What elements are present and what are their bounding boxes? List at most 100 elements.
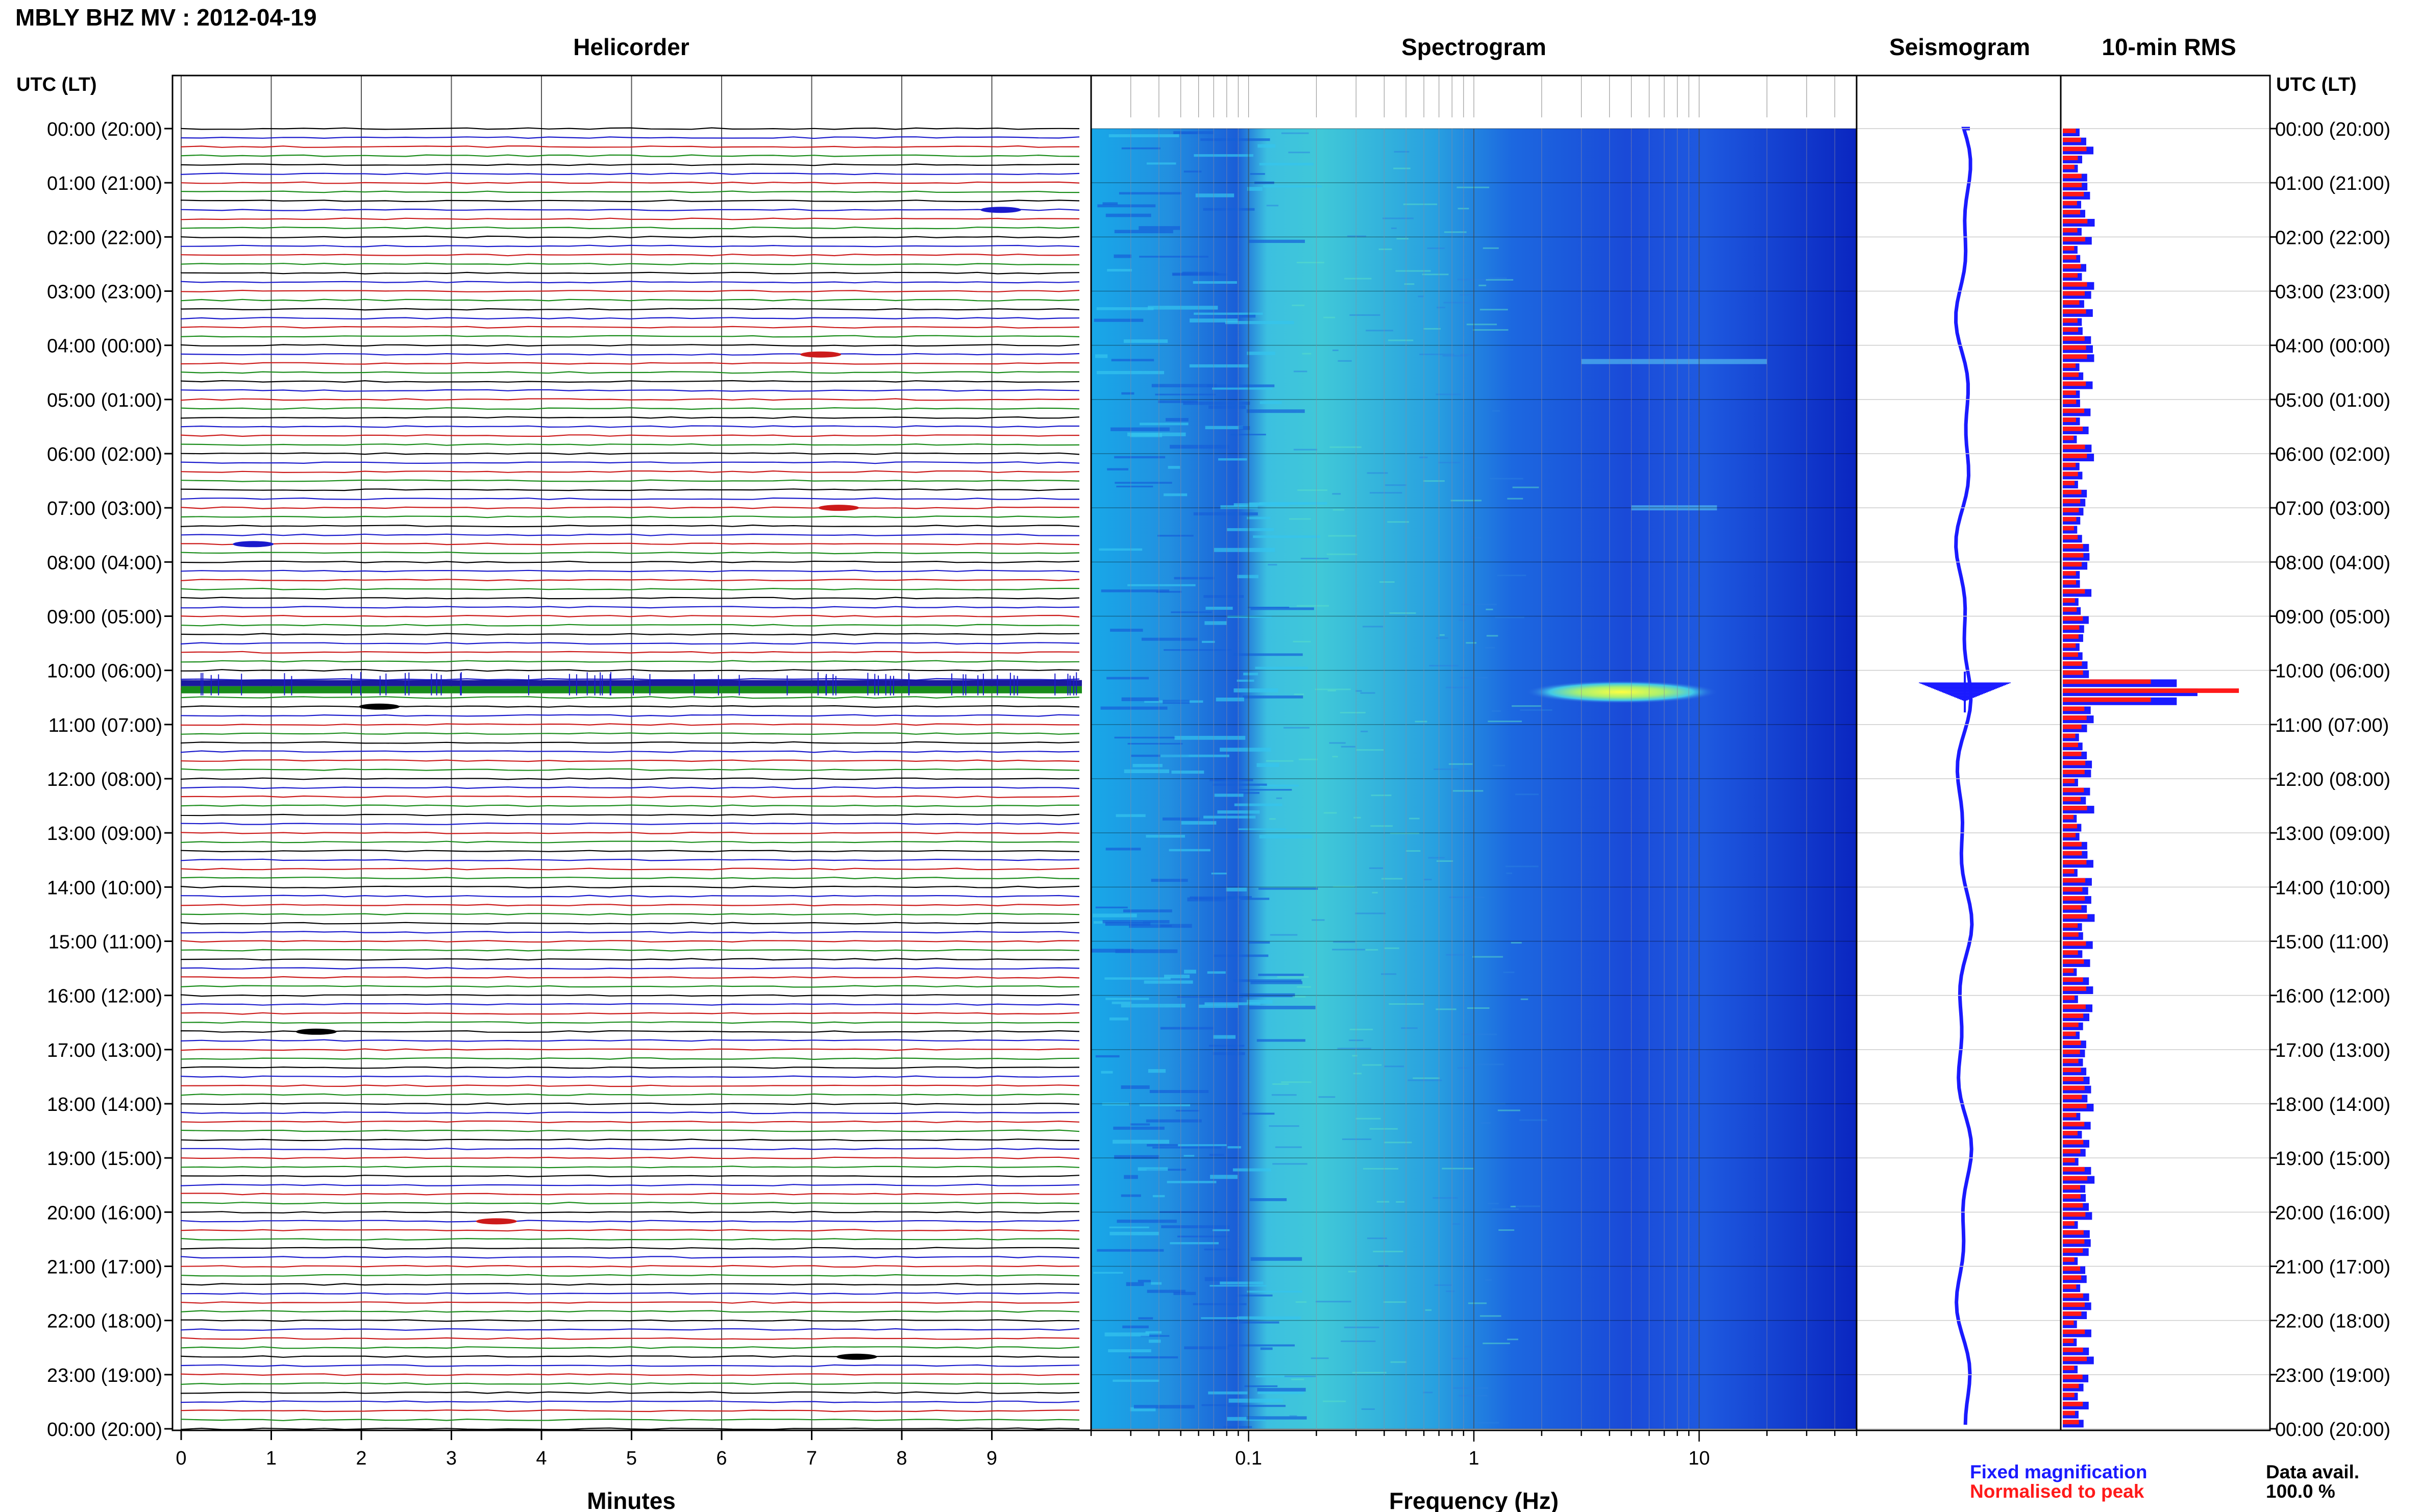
spectrogram-texture [1293, 370, 1307, 373]
spectrogram-texture [1256, 763, 1279, 767]
spectrogram-texture [1422, 274, 1449, 276]
helicorder-trace [180, 289, 1080, 292]
rms-bar-normalised [2063, 607, 2077, 612]
rms-bar-normalised [2063, 779, 2075, 783]
spectrogram-texture [1479, 309, 1508, 311]
spectrogram-texture [1195, 193, 1235, 197]
spectrogram-texture [1160, 754, 1229, 757]
spectrogram-texture [1384, 947, 1399, 949]
helicorder-trace [180, 1129, 1080, 1132]
rms-bar-normalised [2063, 977, 2083, 982]
rms-bar-normalised [2063, 173, 2082, 179]
spectrogram-texture [1138, 1317, 1153, 1320]
spectrogram-texture [1512, 705, 1541, 707]
spectrogram-texture [1259, 834, 1313, 839]
spectrogram-texture [1387, 521, 1409, 523]
spectrogram-texture [1468, 1302, 1487, 1304]
spectrogram-texture [1111, 359, 1154, 362]
spectrogram-texture [1367, 1237, 1387, 1240]
helicorder-trace [181, 624, 1080, 627]
spectrogram-texture [1095, 1055, 1120, 1058]
time-label-left: 06:00 (02:00) [47, 444, 162, 465]
spectrogram-texture [1228, 1344, 1295, 1347]
spectrogram-texture [1480, 1122, 1491, 1124]
helicorder-trace [180, 1400, 1080, 1403]
rms-bar-normalised [2063, 995, 2075, 1000]
spectrogram-texture [1453, 1387, 1488, 1389]
spectrogram-texture [1227, 1417, 1266, 1421]
spectrogram-texture [1423, 480, 1445, 482]
helicorder-trace [181, 651, 1080, 654]
helicorder-trace [180, 1247, 1080, 1250]
spectrogram-texture [1102, 1102, 1129, 1106]
spectrogram-texture [1281, 1081, 1312, 1083]
spectrogram-texture [1474, 1063, 1504, 1065]
spectrogram-texture [1260, 401, 1282, 404]
helicorder-title: Helicorder [573, 34, 689, 60]
seismogram-trace [1954, 127, 1974, 1425]
spectrogram-texture [1269, 1125, 1299, 1127]
spectrogram-texture [1429, 664, 1459, 666]
helicorder-trace [180, 262, 1080, 266]
spectrogram-texture [1472, 956, 1503, 958]
rms-bar-normalised [2063, 1049, 2080, 1054]
spectrogram-texture [1240, 898, 1270, 900]
spectrogram-texture [1352, 1372, 1387, 1374]
spectrogram-texture [1363, 1168, 1399, 1170]
helicorder-trace [180, 895, 1080, 898]
spectrogram-texture [1148, 1340, 1161, 1343]
spectrogram-texture [1433, 1197, 1458, 1199]
spectrogram-feature [1631, 505, 1717, 511]
spectrogram-texture [1171, 771, 1204, 774]
rms-bar-normalised [2063, 1275, 2082, 1280]
helicorder-trace [180, 1057, 1080, 1060]
spectrogram-texture [1093, 1272, 1123, 1274]
helicorder-trace [180, 1418, 1080, 1421]
helicorder-trace [180, 416, 1080, 419]
spectrogram-texture [1260, 784, 1299, 787]
spectrogram-texture [1126, 1282, 1144, 1286]
helicorder-trace [180, 831, 1080, 834]
legend-fixed: Fixed magnification [1970, 1461, 2147, 1482]
spectrogram-texture [1460, 354, 1474, 356]
time-label-right: 14:00 (10:00) [2275, 877, 2390, 899]
spectrogram-texture [1204, 1277, 1237, 1281]
rms-bar-normalised [2063, 806, 2087, 810]
spectrogram-texture [1378, 248, 1392, 250]
time-labels: 00:00 (20:00) 00:00 (20:00) 01:00 (21:00) 0… [47, 119, 2390, 1441]
rms-bar-normalised [2063, 860, 2087, 865]
spectrogram-texture [1505, 865, 1539, 867]
spectrogram-texture [1328, 535, 1357, 537]
helicorder-trace [180, 443, 1080, 446]
helicorder-trace [180, 1102, 1080, 1105]
time-label-right: 00:00 (20:00) [2275, 119, 2390, 140]
spectrogram-texture [1212, 387, 1273, 390]
rms-bar-normalised [2063, 535, 2078, 540]
rms-bar-normalised [2063, 1383, 2079, 1389]
spectrogram-texture [1266, 205, 1279, 207]
spectrogram-texture [1146, 162, 1176, 165]
spectrogram-texture [1113, 1139, 1170, 1144]
spectrogram-texture [1208, 405, 1246, 409]
helicorder-trace [180, 1364, 1080, 1367]
time-label-left: 02:00 (22:00) [47, 227, 162, 249]
helicorder-trace [180, 750, 1080, 753]
rms-bar-normalised [2063, 516, 2077, 522]
spectrogram-texture [1361, 1408, 1375, 1410]
spectrogram-texture [1492, 410, 1500, 412]
helicorder-trace [180, 488, 1080, 491]
spectrogram-texture [1236, 1294, 1273, 1297]
spectrogram-texture [1436, 637, 1448, 639]
spectrogram-texture [1381, 973, 1397, 975]
spectrogram-texture [1170, 444, 1229, 449]
spectrogram-texture [1155, 393, 1216, 395]
rms-bar-normalised [2063, 481, 2075, 485]
spectrogram-texture [1227, 1146, 1241, 1149]
rms-bar-normalised [2063, 661, 2082, 666]
spectrogram-texture [1250, 981, 1303, 984]
spectrogram-texture [1101, 1071, 1113, 1074]
helicorder-trace [180, 271, 1080, 275]
spectrogram-texture [1204, 621, 1227, 625]
spectrogram-texture [1271, 1094, 1297, 1096]
spectrogram-texture [1205, 426, 1243, 430]
